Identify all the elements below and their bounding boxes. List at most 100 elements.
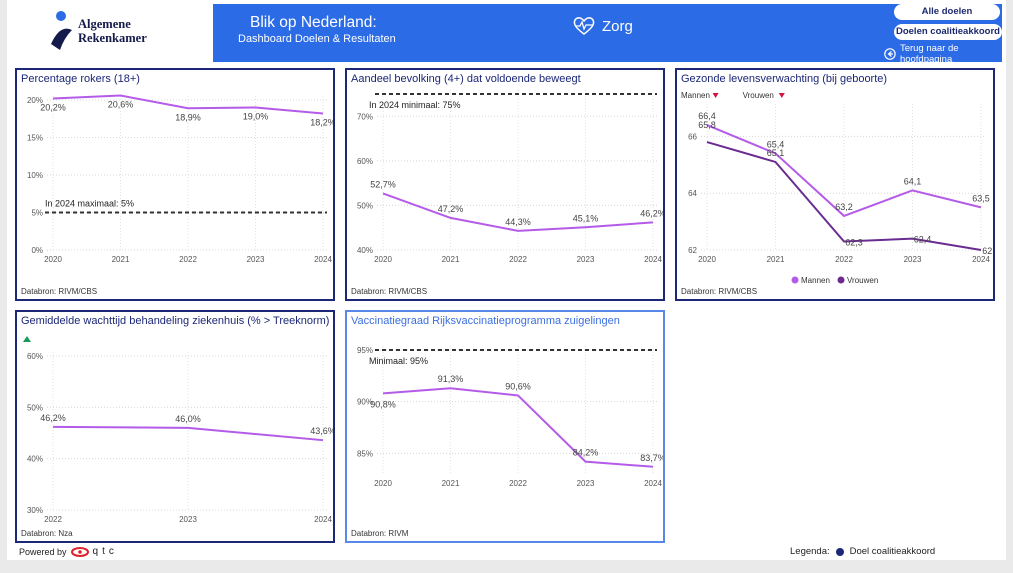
all-goals-button[interactable]: Alle doelen [894, 4, 1000, 20]
chart-title: Vaccinatiegraad Rijksvaccinatieprogramma… [351, 315, 620, 327]
y-tick-label: 95% [357, 346, 373, 355]
chart-title: Gemiddelde wachttijd behandeling ziekenh… [21, 315, 330, 327]
target-label: In 2024 minimaal: 75% [369, 100, 461, 110]
chart-svg: 85% 90% 95% 2020 2021 2022 2023 2024 Minimaal: 9… [357, 346, 663, 488]
data-label: 65,8 [698, 120, 716, 130]
chart-card-smokers: Percentage rokers (18+) Databron: RIVM/C… [15, 68, 335, 301]
data-label: 91,3% [438, 374, 464, 384]
chart-source: Databron: RIVM [351, 529, 409, 538]
coalition-goal-dot-icon [835, 547, 844, 556]
qtc-brand-text: qtc [92, 546, 118, 557]
legend-entry: Mannen [801, 276, 830, 285]
qtc-logo-icon [70, 546, 89, 557]
data-label: 18,2% [310, 118, 333, 128]
data-label: 64,1 [904, 176, 922, 186]
data-label: 66,4 [698, 111, 716, 121]
data-label: 62,4 [914, 235, 932, 245]
x-tick-label: 2020 [374, 479, 392, 488]
legend-label: Legenda: [790, 546, 830, 557]
data-label: 65,4 [767, 139, 785, 149]
chart-card-waiting-time: Gemiddelde wachttijd behandeling ziekenh… [15, 310, 335, 543]
x-tick-label: 2022 [44, 515, 62, 524]
x-tick-label: 2021 [442, 255, 460, 264]
y-tick-label: 40% [27, 455, 43, 464]
chart-svg: 62 64 66 2020 2021 2022 2023 2024 Mannen Vrouwen 6… [681, 91, 993, 285]
up-triangle-icon [23, 336, 31, 342]
chart-source: Databron: RIVM/CBS [681, 287, 758, 296]
legend-label: Mannen [681, 91, 710, 100]
down-triangle-icon [778, 93, 785, 98]
data-label: 43,6% [310, 426, 333, 436]
theme-text: Zorg [602, 17, 633, 35]
chart-svg: 40% 50% 60% 70% 2020 2021 2022 2023 2024 In 2024 … [357, 90, 663, 264]
data-label: 46,2% [40, 413, 66, 423]
x-tick-label: 2022 [835, 255, 853, 264]
chart-source: Databron: RIVM/CBS [351, 287, 428, 296]
y-tick-label: 90% [357, 398, 373, 407]
data-label: 62,0 [982, 246, 993, 256]
y-tick-label: 30% [27, 506, 43, 515]
y-tick-label: 40% [357, 246, 373, 255]
x-tick-label: 2021 [767, 255, 785, 264]
powered-by-label: Powered by [19, 546, 67, 557]
x-tick-label: 2022 [509, 255, 527, 264]
data-label: 20,2% [40, 103, 66, 113]
y-tick-label: 20% [27, 96, 43, 105]
x-tick-label: 2022 [509, 479, 527, 488]
data-label: 46,2% [640, 208, 663, 218]
powered-by: Powered by qtc [19, 546, 118, 557]
y-tick-label: 60% [27, 352, 43, 361]
data-label: 90,6% [505, 381, 531, 391]
legend: Legenda: Doel coalitieakkoord [790, 546, 935, 557]
data-label: 47,2% [438, 204, 464, 214]
target-label: In 2024 maximaal: 5% [45, 199, 134, 209]
page-subtitle: Dashboard Doelen & Resultaten [238, 33, 396, 45]
x-tick-label: 2020 [698, 255, 716, 264]
back-arrow-icon [884, 48, 896, 60]
chart-title: Percentage rokers (18+) [21, 73, 140, 85]
y-tick-label: 85% [357, 449, 373, 458]
data-label: 63,5 [972, 193, 990, 203]
coalition-goals-button[interactable]: Doelen coalitieakkoord [894, 24, 1002, 40]
x-tick-label: 2021 [112, 255, 130, 264]
x-tick-label: 2023 [577, 255, 595, 264]
x-tick-label: 2021 [442, 479, 460, 488]
data-label: 19,0% [243, 112, 269, 122]
x-tick-label: 2023 [179, 515, 197, 524]
x-tick-label: 2022 [179, 255, 197, 264]
data-label: 63,2 [835, 202, 853, 212]
chart-card-exercise: Aandeel bevolking (4+) dat voldoende bew… [345, 68, 665, 301]
down-triangle-icon [712, 93, 719, 98]
legend-dot [837, 276, 845, 284]
theme-label: Zorg [572, 16, 633, 36]
chart-title: Gezonde levensverwachting (bij geboorte) [681, 73, 888, 85]
x-tick-label: 2023 [247, 255, 265, 264]
data-label: 90,8% [370, 399, 396, 409]
y-tick-label: 50% [27, 403, 43, 412]
chart-card-life-expectancy: Gezonde levensverwachting (bij geboorte)… [675, 68, 995, 301]
y-tick-label: 5% [31, 209, 43, 218]
data-label: 52,7% [370, 179, 396, 189]
back-link[interactable]: Terug naar de hoofdpagina [884, 43, 1013, 65]
x-tick-label: 2024 [644, 479, 662, 488]
heart-pulse-icon [573, 17, 595, 35]
data-label: 44,3% [505, 217, 531, 227]
header-banner [213, 4, 1002, 62]
data-label: 20,6% [108, 100, 134, 110]
x-tick-label: 2023 [904, 255, 922, 264]
data-label: 18,9% [175, 112, 201, 122]
chart-svg: 30% 40% 50% 60% 2022 2023 2024 46,2% 46,0% 43,6% [23, 336, 333, 524]
chart-title: Aandeel bevolking (4+) dat voldoende bew… [351, 73, 581, 85]
data-label: 46,0% [175, 414, 201, 424]
x-tick-label: 2024 [314, 515, 332, 524]
legend-item: Doel coalitieakkoord [849, 546, 936, 557]
data-label: 45,1% [573, 213, 599, 223]
x-tick-label: 2024 [644, 255, 662, 264]
x-tick-label: 2023 [577, 479, 595, 488]
series-line-percentage-rokers [52, 94, 324, 115]
org-name: Algemene Rekenkamer [78, 17, 147, 45]
data-label: 84,2% [573, 448, 599, 458]
x-tick-label: 2024 [314, 255, 332, 264]
x-tick-label: 2020 [374, 255, 392, 264]
rekenkamer-logo [51, 11, 72, 50]
